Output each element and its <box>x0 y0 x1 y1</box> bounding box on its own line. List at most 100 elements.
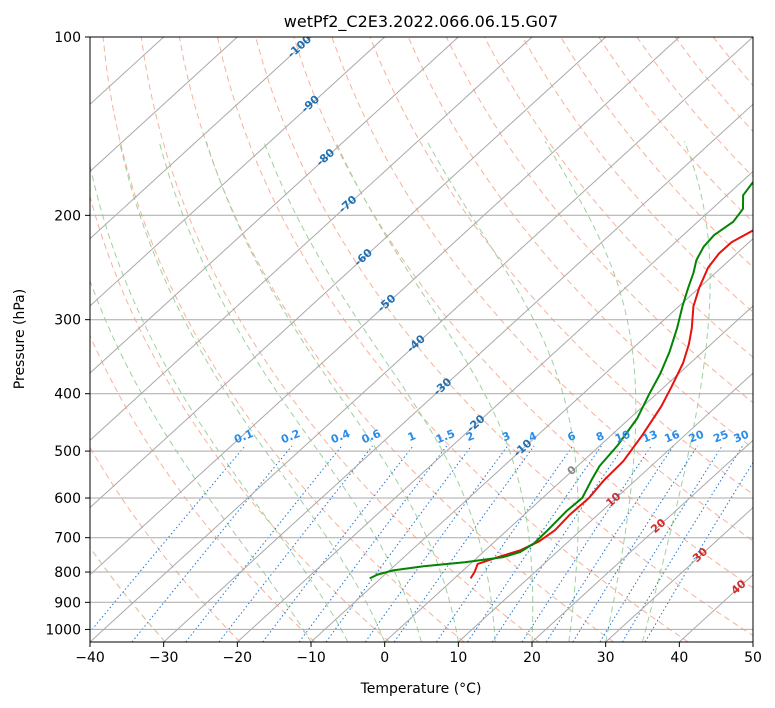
mixing-ratio-line <box>621 445 744 642</box>
isotherm <box>752 641 753 642</box>
dry-adiabat <box>217 37 689 642</box>
y-tick-label: 600 <box>54 491 81 507</box>
dry-adiabat <box>331 37 753 542</box>
y-tick-label: 300 <box>54 313 81 329</box>
line-labels: -100-90-80-70-60-50-40-30-20-10010203040… <box>232 37 772 597</box>
mixing-ratio-line <box>298 445 448 642</box>
dry-adiabat <box>712 37 753 87</box>
mixing-ratio-label: 0.1 <box>232 427 255 446</box>
dry-adiabat <box>90 334 316 642</box>
mixing-ratio-line <box>521 445 652 642</box>
dry-adiabat <box>483 37 753 358</box>
isotherm <box>90 37 459 374</box>
axis-ticks: −40 −30 −20 −10 0 10 20 30 40 5010020030040050060… <box>45 30 762 666</box>
background-lines <box>90 37 753 642</box>
mixing-ratio-label: 1.5 <box>434 427 457 446</box>
mixing-ratio-label: 8 <box>594 429 606 444</box>
plot-frame <box>89 36 754 643</box>
isotherm <box>90 37 386 307</box>
isotherm <box>163 103 753 642</box>
moist-adiabat <box>118 141 386 642</box>
x-tick-label: −20 <box>223 650 253 666</box>
moist-adiabat <box>642 141 711 642</box>
dry-adiabat <box>369 37 753 495</box>
dry-adiabat <box>178 37 614 642</box>
dewpoint-line <box>369 181 753 580</box>
mixing-ratio-line <box>572 445 699 642</box>
y-axis-label: Pressure (hPa) <box>12 289 28 389</box>
dry-adiabat <box>407 37 753 449</box>
y-tick-label: 900 <box>54 595 81 611</box>
dry-adiabat <box>750 37 753 40</box>
isotherm <box>457 372 753 642</box>
x-tick-label: 0 <box>380 650 389 666</box>
moist-adiabat <box>426 141 579 642</box>
mixing-ratio-label: 0.4 <box>329 427 352 446</box>
mixing-ratio-line <box>325 445 472 642</box>
x-tick-label: −10 <box>296 650 326 666</box>
mixing-ratio-label: 30 <box>732 428 751 446</box>
isotherm <box>90 37 753 642</box>
mixing-ratio-label: 1 <box>406 429 418 444</box>
mixing-ratio-line <box>90 445 246 633</box>
dry-adiabat <box>90 446 241 642</box>
mixing-ratio-line <box>262 445 414 642</box>
mixing-ratio-line <box>435 445 574 642</box>
y-tick-label: 100 <box>54 30 81 46</box>
isotherm <box>384 305 753 642</box>
isotherm <box>605 506 753 642</box>
dry-adiabat <box>255 37 753 637</box>
mixing-ratio-label: 10 <box>613 428 632 446</box>
y-tick-label: 500 <box>54 444 81 460</box>
y-tick-label: 400 <box>54 387 81 403</box>
mixing-ratio-label: 16 <box>663 428 682 446</box>
chart-title: wetPf2_C2E3.2022.066.06.15.G07 <box>284 12 558 32</box>
y-tick-label: 1000 <box>45 622 81 638</box>
isotherm <box>531 439 753 642</box>
mixing-ratio-line <box>218 445 373 642</box>
isotherm <box>90 37 607 509</box>
dry-adiabat <box>140 37 540 642</box>
dry-adiabat <box>445 37 753 404</box>
mixing-ratio-label: 36 <box>753 428 772 446</box>
moist-adiabat <box>544 141 637 642</box>
moist-adiabat <box>90 279 312 642</box>
x-tick-label: −30 <box>149 650 179 666</box>
mixing-ratio-line <box>364 445 508 642</box>
mixing-ratio-line <box>185 445 343 642</box>
dry-adiabat <box>90 546 166 642</box>
isotherm <box>90 37 238 173</box>
mixing-ratio-label: 6 <box>566 429 578 444</box>
y-tick-label: 700 <box>54 531 81 547</box>
x-tick-label: 40 <box>670 650 688 666</box>
mixing-ratio-label: 20 <box>687 428 706 446</box>
x-tick-label: 20 <box>523 650 541 666</box>
temperature-line <box>469 229 753 579</box>
mixing-ratio-line <box>393 445 535 642</box>
dry-adiabat <box>560 37 753 268</box>
mixing-ratio-line <box>467 445 602 642</box>
mixing-ratio-label: 25 <box>711 428 730 446</box>
mixing-ratio-line <box>644 461 753 642</box>
mixing-ratio-line <box>545 445 674 642</box>
sounding-lines <box>369 181 753 580</box>
isotherm <box>90 37 312 240</box>
isotherm <box>90 37 533 442</box>
dry-adiabat <box>102 37 465 642</box>
dry-adiabat <box>90 194 390 642</box>
mixing-ratio-label: 13 <box>640 428 659 446</box>
x-tick-label: 50 <box>744 650 762 666</box>
mixing-ratio-label: 0.2 <box>279 427 302 446</box>
x-tick-label: 10 <box>449 650 467 666</box>
y-tick-label: 200 <box>54 208 81 224</box>
isotherm <box>236 170 753 642</box>
x-tick-label: 30 <box>597 650 615 666</box>
mixing-ratio-label: 2 <box>464 429 476 444</box>
isotherm <box>310 237 753 642</box>
isotherm <box>90 37 680 576</box>
dry-adiabat <box>522 37 753 313</box>
y-tick-label: 800 <box>54 565 81 581</box>
mixing-ratio-label: 3 <box>500 429 512 444</box>
x-tick-label: −40 <box>75 650 105 666</box>
